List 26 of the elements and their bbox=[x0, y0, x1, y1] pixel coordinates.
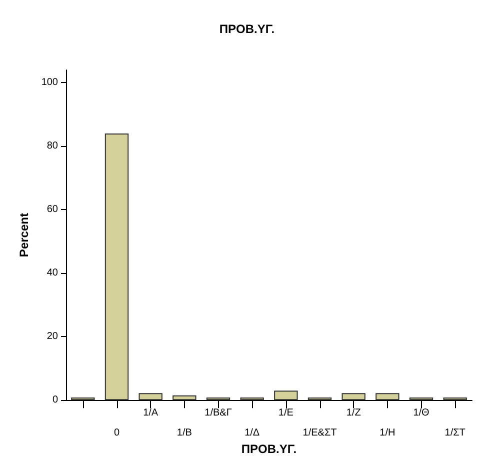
x-axis-title: ΠΡΟΒ.ΥΓ. bbox=[241, 442, 297, 456]
y-tick-label: 40 bbox=[46, 268, 58, 279]
x-tick-label: 1/Ζ bbox=[346, 408, 361, 419]
x-tick-label: 1/Ε bbox=[278, 408, 294, 419]
y-axis-title: Percent bbox=[17, 213, 31, 258]
y-tick-label: 60 bbox=[46, 204, 58, 216]
bar bbox=[274, 390, 298, 400]
x-tick-label: 1/Ε&ΣΤ bbox=[302, 428, 337, 439]
x-tick-label: 1/Β bbox=[176, 428, 192, 439]
x-tick-label: 1/Β&Γ bbox=[204, 408, 232, 419]
y-tick-label: 0 bbox=[52, 394, 58, 406]
y-tick-label: 20 bbox=[46, 331, 58, 342]
x-tick-label: 1/ΣΤ bbox=[444, 428, 466, 439]
x-tick-label: 1/Δ bbox=[244, 428, 260, 439]
bar bbox=[104, 133, 129, 400]
bar bbox=[376, 393, 400, 400]
x-tick-label: 1/Α bbox=[143, 408, 158, 419]
x-tick-label: 0 bbox=[114, 428, 120, 439]
bar bbox=[172, 395, 196, 400]
bar bbox=[138, 393, 162, 400]
bar bbox=[342, 393, 366, 400]
x-tick-label: 1/Η bbox=[380, 428, 396, 439]
y-tick-label: 100 bbox=[41, 77, 58, 88]
y-tick-label: 80 bbox=[46, 140, 58, 152]
x-tick-label: 1/Θ bbox=[413, 408, 430, 419]
chart-title: ΠΡΟΒ.ΥΓ. bbox=[219, 22, 275, 36]
